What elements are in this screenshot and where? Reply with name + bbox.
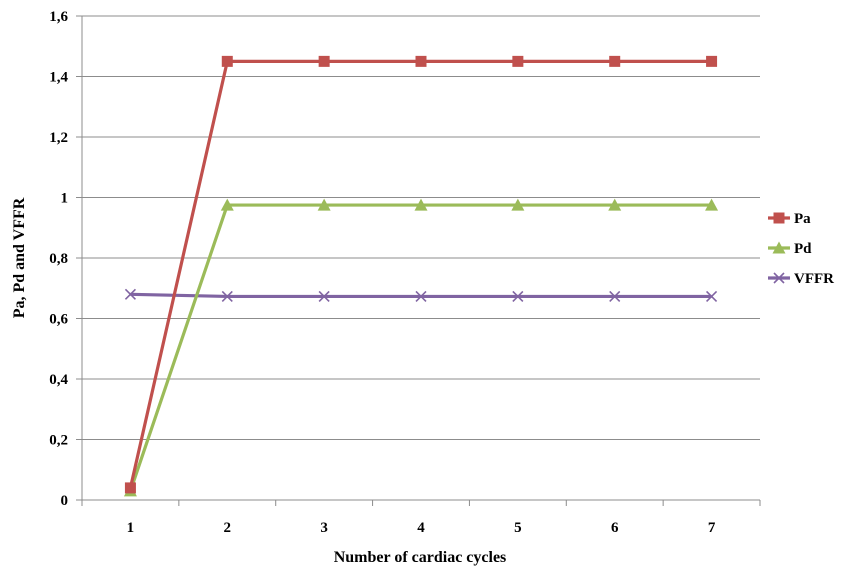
grid-lines: [82, 15, 760, 440]
data-point-vffr: [124, 288, 136, 300]
data-point-pa: [221, 55, 233, 67]
legend-item-vffr: VFFR: [768, 271, 834, 287]
data-point-pd: [511, 198, 525, 211]
data-point-pa: [318, 55, 330, 67]
data-point-vffr: [609, 290, 621, 302]
x-tick-label: 5: [514, 520, 522, 536]
data-point-pd: [220, 198, 234, 211]
data-point-pd: [317, 198, 331, 211]
legend-item-pd: Pd: [768, 241, 812, 257]
y-tick-label: 1: [61, 191, 69, 207]
y-tick-label: 0,8: [49, 251, 68, 267]
data-point-vffr: [415, 290, 427, 302]
data-point-pa: [706, 55, 718, 67]
legend: Pa Pd VFFR: [768, 211, 834, 287]
y-tick-label: 0,6: [49, 312, 68, 328]
series-layer: [123, 55, 719, 497]
data-point-pd: [608, 198, 622, 211]
legend-label-pa: Pa: [794, 211, 811, 227]
x-axis-title: Number of cardiac cycles: [334, 549, 507, 566]
x-tick-label: 4: [417, 520, 425, 536]
series-line-pd: [128, 203, 712, 492]
series-pd: [123, 198, 719, 497]
y-tick-label: 1,6: [49, 9, 68, 25]
legend-marker-pd: [772, 241, 786, 254]
x-tick-labels: 1 2 3 4 5 6 7: [127, 520, 716, 536]
data-point-pd: [705, 198, 719, 211]
data-point-pd: [414, 198, 428, 211]
legend-item-pa: Pa: [768, 211, 811, 227]
y-tick-label: 1,2: [49, 130, 68, 146]
series-vffr: [124, 288, 718, 302]
x-tick-label: 2: [224, 520, 232, 536]
x-tick-label: 7: [708, 520, 716, 536]
y-tick-labels: 0 0,2 0,4 0,6 0,8 1 1,2 1,4 1,6: [49, 9, 68, 509]
y-axis-title: Pa, Pd and VFFR: [11, 197, 28, 318]
axes: [76, 15, 761, 506]
data-point-pa: [609, 55, 621, 67]
legend-marker-vffr: [773, 272, 785, 284]
data-point-vffr: [706, 290, 718, 302]
y-tick-label: 0,2: [49, 433, 68, 449]
y-tick-label: 0: [61, 493, 69, 509]
series-line-pa: [128, 59, 712, 489]
data-point-vffr: [221, 290, 233, 302]
x-tick-label: 3: [320, 520, 328, 536]
x-tick-label: 6: [611, 520, 619, 536]
data-point-vffr: [512, 290, 524, 302]
legend-label-pd: Pd: [794, 241, 812, 257]
legend-label-vffr: VFFR: [794, 271, 834, 287]
series-pa: [124, 55, 718, 494]
data-point-pa: [124, 482, 136, 494]
y-tick-label: 1,4: [49, 70, 68, 86]
x-tick-label: 1: [127, 520, 135, 536]
data-point-pa: [512, 55, 524, 67]
data-point-vffr: [318, 290, 330, 302]
legend-marker-pa: [773, 212, 785, 224]
data-point-pa: [415, 55, 427, 67]
y-tick-label: 0,4: [49, 372, 68, 388]
